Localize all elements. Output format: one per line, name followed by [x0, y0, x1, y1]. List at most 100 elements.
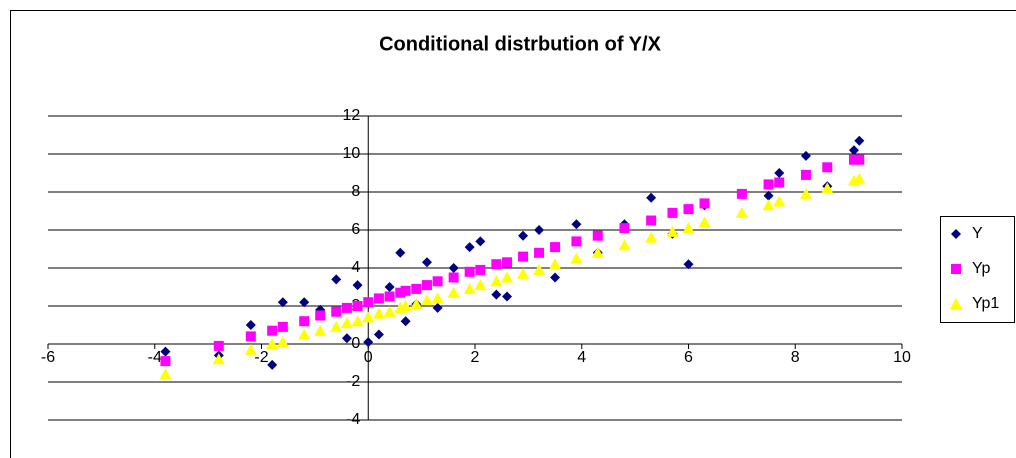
data-point: [372, 307, 385, 319]
data-point: [363, 297, 374, 308]
data-point: [330, 320, 343, 332]
data-point: [411, 283, 422, 294]
data-point: [533, 263, 546, 275]
data-point: [276, 336, 289, 348]
data-point: [420, 294, 433, 306]
legend-marker: [951, 229, 961, 239]
x-tick-label: -2: [254, 349, 268, 366]
data-point: [400, 316, 411, 327]
y-tick-label: -2: [346, 373, 360, 390]
legend-marker: [950, 298, 962, 309]
x-tick-label: 4: [577, 349, 586, 366]
data-point: [410, 298, 423, 310]
x-tick-label: 2: [471, 349, 480, 366]
data-point: [853, 172, 866, 184]
data-point: [432, 276, 443, 287]
x-tick-label: -6: [41, 349, 55, 366]
data-point: [683, 259, 694, 270]
data-point: [534, 247, 545, 258]
data-point: [491, 259, 502, 270]
data-point: [821, 182, 834, 194]
data-point: [501, 271, 514, 283]
data-point: [762, 199, 775, 211]
data-point: [464, 242, 475, 253]
data-point: [384, 291, 395, 302]
data-point: [550, 242, 561, 253]
data-point: [774, 177, 785, 188]
legend-label: Yp: [972, 260, 990, 277]
data-point: [799, 187, 812, 199]
data-point: [400, 285, 411, 296]
data-point: [341, 302, 352, 313]
data-point: [534, 225, 545, 235]
data-point: [340, 317, 353, 329]
data-point: [431, 292, 444, 304]
data-point: [502, 291, 513, 302]
data-point: [763, 190, 774, 201]
data-point: [373, 329, 384, 340]
y-tick-label: 4: [351, 259, 360, 276]
data-point: [266, 338, 279, 349]
data-point: [362, 311, 375, 323]
data-point: [773, 195, 786, 207]
data-point: [432, 302, 443, 313]
legend-label: Yp1: [972, 295, 999, 312]
data-point: [592, 230, 603, 241]
data-point: [212, 353, 225, 365]
data-point: [383, 305, 396, 317]
data-point: [667, 207, 678, 218]
data-point: [447, 286, 460, 298]
data-point: [448, 272, 459, 283]
data-point: [463, 282, 476, 294]
data-point: [854, 135, 865, 146]
data-point: [699, 198, 710, 209]
data-point: [550, 272, 561, 283]
data-point: [502, 257, 513, 268]
y-tick-label: -4: [346, 411, 360, 428]
data-point: [160, 356, 171, 367]
data-point: [314, 324, 327, 336]
data-point: [267, 359, 278, 370]
data-point: [331, 274, 342, 285]
data-point: [421, 257, 432, 268]
x-tick-label: 8: [791, 349, 800, 366]
data-point: [475, 264, 486, 275]
data-point: [518, 230, 529, 241]
data-point: [698, 216, 711, 228]
data-point: [490, 275, 503, 287]
y-tick-label: 8: [351, 183, 360, 200]
data-point: [518, 251, 529, 262]
data-point: [448, 263, 459, 273]
data-point: [646, 192, 657, 203]
data-point: [315, 310, 326, 321]
data-point: [646, 215, 657, 226]
data-point: [619, 223, 630, 234]
y-tick-label: 6: [351, 221, 360, 238]
data-point: [464, 266, 475, 277]
data-point: [399, 300, 412, 311]
data-point: [159, 368, 172, 380]
data-point: [245, 320, 256, 330]
data-point: [491, 289, 502, 300]
x-tick-label: 6: [684, 349, 693, 366]
data-point: [277, 297, 288, 308]
data-point: [373, 293, 384, 304]
data-point: [645, 231, 658, 243]
data-point: [277, 321, 288, 332]
chart-title: Conditional distrbution of Y/X: [379, 33, 661, 55]
data-point: [363, 337, 374, 348]
data-point: [800, 150, 811, 161]
x-tick-label: -4: [148, 349, 162, 366]
data-point: [822, 162, 833, 173]
data-point: [591, 246, 604, 258]
data-point: [848, 145, 859, 156]
data-point: [475, 236, 486, 247]
data-point: [474, 279, 487, 291]
data-point: [763, 179, 774, 190]
legend-label: Y: [972, 225, 983, 242]
x-tick-label: 10: [893, 349, 911, 366]
data-point: [352, 301, 363, 311]
chart-frame: [10, 10, 1016, 458]
data-point: [299, 297, 310, 308]
